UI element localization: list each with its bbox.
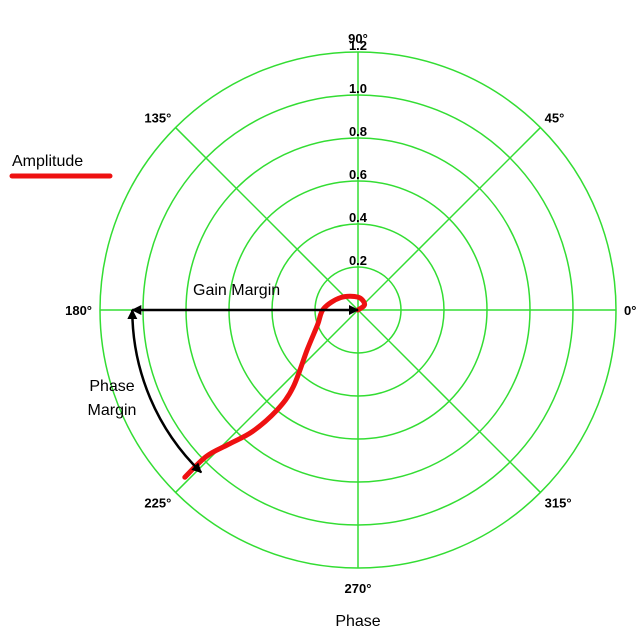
legend-label: Amplitude: [12, 153, 83, 170]
angle-tick-270: 270°: [345, 581, 372, 596]
angle-tick-0: 0°: [624, 303, 636, 318]
phase-margin-arrow: [127, 309, 203, 474]
radial-tick-0.2: 0.2: [349, 253, 367, 268]
series-line-0: [182, 293, 368, 480]
phase-margin-label-line2: Margin: [88, 402, 137, 419]
annotation-layer: Gain Margin Phase Margin: [88, 282, 359, 474]
gain-margin-label: Gain Margin: [193, 282, 280, 299]
phase-margin-label-line1: Phase: [89, 378, 134, 395]
angle-tick-180: 180°: [65, 303, 92, 318]
radial-tick-0.6: 0.6: [349, 167, 367, 182]
angle-tick-225: 225°: [144, 495, 171, 510]
series-layer: [182, 293, 368, 480]
grid-spoke-315: [357, 309, 541, 493]
angle-tick-90: 90°: [348, 31, 368, 46]
radial-tick-1.2: 1.2: [349, 38, 367, 53]
grid-spoke-225: [175, 309, 359, 493]
radial-tick-0.8: 0.8: [349, 124, 367, 139]
angle-tick-315: 315°: [545, 495, 572, 510]
angle-tick-135: 135°: [144, 111, 171, 126]
grid-spoke-45: [357, 127, 541, 311]
angle-tick-labels: 0° 45° 90° 135° 180° 225° 270° 315°: [65, 31, 636, 596]
angle-tick-45: 45°: [545, 111, 565, 126]
grid-spoke-135: [175, 127, 359, 311]
axis-title-phase: Phase: [335, 613, 380, 630]
radial-tick-labels: 0.2 0.4 0.6 0.8 1.0 1.2: [349, 38, 368, 268]
legend: Amplitude: [9, 153, 113, 179]
radial-tick-1.0: 1.0: [349, 81, 367, 96]
radial-tick-0.4: 0.4: [349, 210, 368, 225]
